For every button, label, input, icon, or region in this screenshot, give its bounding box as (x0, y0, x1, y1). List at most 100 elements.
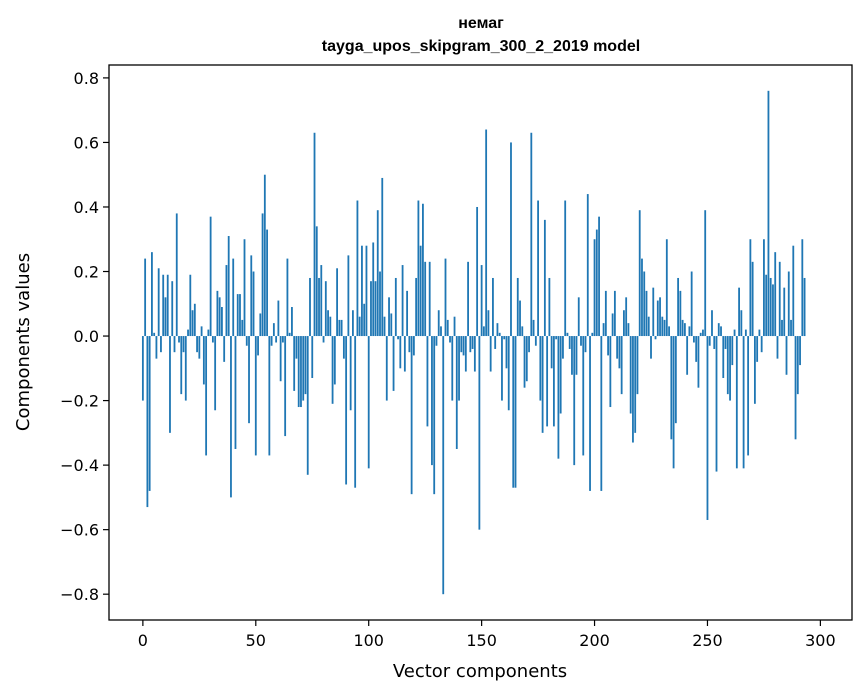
bar-238 (679, 290, 682, 337)
bar-156 (494, 336, 497, 349)
bar-263 (735, 336, 738, 469)
bar-48 (250, 255, 253, 337)
bar-148 (476, 206, 479, 337)
bar-254 (715, 336, 718, 472)
bar-237 (677, 277, 680, 337)
plot-frame (108, 64, 853, 621)
bar-102 (372, 242, 375, 337)
bar-240 (683, 323, 686, 337)
bar-131 (437, 310, 440, 337)
bar-106 (381, 177, 384, 337)
bar-289 (794, 336, 797, 440)
bar-274 (760, 336, 763, 353)
bar-79 (320, 265, 323, 337)
bar-229 (659, 297, 661, 337)
bar-175 (537, 200, 539, 337)
bar-15 (175, 213, 178, 337)
bar-231 (663, 319, 666, 337)
bar-169 (523, 336, 526, 388)
bar-273 (758, 329, 761, 337)
bar-33 (216, 290, 219, 337)
bar-132 (440, 326, 442, 337)
bar-98 (363, 303, 366, 337)
bar-247 (699, 332, 702, 337)
bar-136 (449, 336, 451, 343)
bar-10 (164, 297, 167, 337)
bar-58 (272, 323, 275, 337)
bar-56 (268, 336, 271, 456)
bar-31 (211, 336, 214, 343)
x-tick-label: 150 (466, 631, 497, 650)
y-tick-label: −0.4 (60, 456, 99, 475)
bar-34 (218, 297, 221, 337)
bar-97 (361, 245, 363, 337)
bar-9 (162, 274, 165, 337)
bar-208 (611, 313, 614, 337)
bar-120 (412, 336, 415, 356)
bar-164 (512, 336, 515, 488)
bar-172 (530, 132, 533, 337)
bar-94 (354, 336, 357, 488)
bar-109 (388, 297, 390, 337)
bar-108 (385, 336, 388, 401)
bar-269 (749, 239, 752, 337)
bar-145 (469, 336, 472, 353)
bar-72 (304, 336, 307, 395)
bar-128 (431, 336, 433, 466)
bar-23 (193, 303, 196, 337)
bar-214 (625, 297, 628, 337)
bar-118 (408, 336, 411, 353)
bar-18 (182, 336, 185, 353)
bar-80 (322, 336, 325, 343)
bar-195 (582, 336, 585, 456)
bar-150 (480, 265, 483, 337)
bar-83 (329, 316, 332, 337)
bar-196 (584, 336, 587, 353)
bar-38 (227, 236, 230, 337)
bar-103 (374, 281, 377, 337)
bar-117 (406, 290, 409, 337)
bar-223 (645, 290, 648, 337)
bar-198 (589, 336, 591, 491)
bar-36 (223, 336, 226, 362)
bar-199 (591, 332, 594, 337)
bar-230 (661, 316, 664, 337)
bar-207 (609, 336, 612, 408)
bar-171 (528, 336, 530, 353)
bar-168 (521, 326, 524, 337)
y-tick-label: 0.4 (74, 198, 99, 217)
bar-167 (519, 300, 521, 337)
bar-100 (367, 336, 370, 469)
bar-239 (681, 319, 684, 337)
bar-51 (257, 336, 259, 356)
bar-292 (801, 239, 804, 337)
bar-25 (198, 336, 201, 359)
bar-107 (383, 316, 386, 337)
bar-147 (473, 336, 476, 372)
bar-75 (311, 336, 314, 378)
bar-186 (562, 336, 564, 359)
bar-141 (460, 336, 463, 353)
bar-11 (166, 274, 169, 337)
bar-26 (200, 326, 203, 337)
bar-255 (717, 323, 720, 337)
bar-197 (586, 194, 589, 337)
x-axis-label: Vector components (393, 661, 567, 682)
bar-130 (435, 336, 438, 346)
bar-161 (505, 336, 508, 369)
x-tick-label: 0 (138, 631, 148, 650)
bar-281 (776, 336, 779, 359)
bar-262 (733, 329, 736, 337)
bar-290 (796, 336, 799, 395)
bar-121 (415, 277, 418, 337)
bar-245 (695, 336, 698, 362)
bar-259 (726, 336, 729, 395)
bar-268 (747, 336, 750, 456)
bar-275 (763, 239, 765, 337)
bar-61 (279, 336, 282, 382)
bar-279 (772, 284, 774, 337)
bar-219 (636, 336, 639, 395)
bar-59 (275, 336, 278, 343)
bar-267 (744, 329, 747, 337)
bar-124 (422, 203, 424, 337)
